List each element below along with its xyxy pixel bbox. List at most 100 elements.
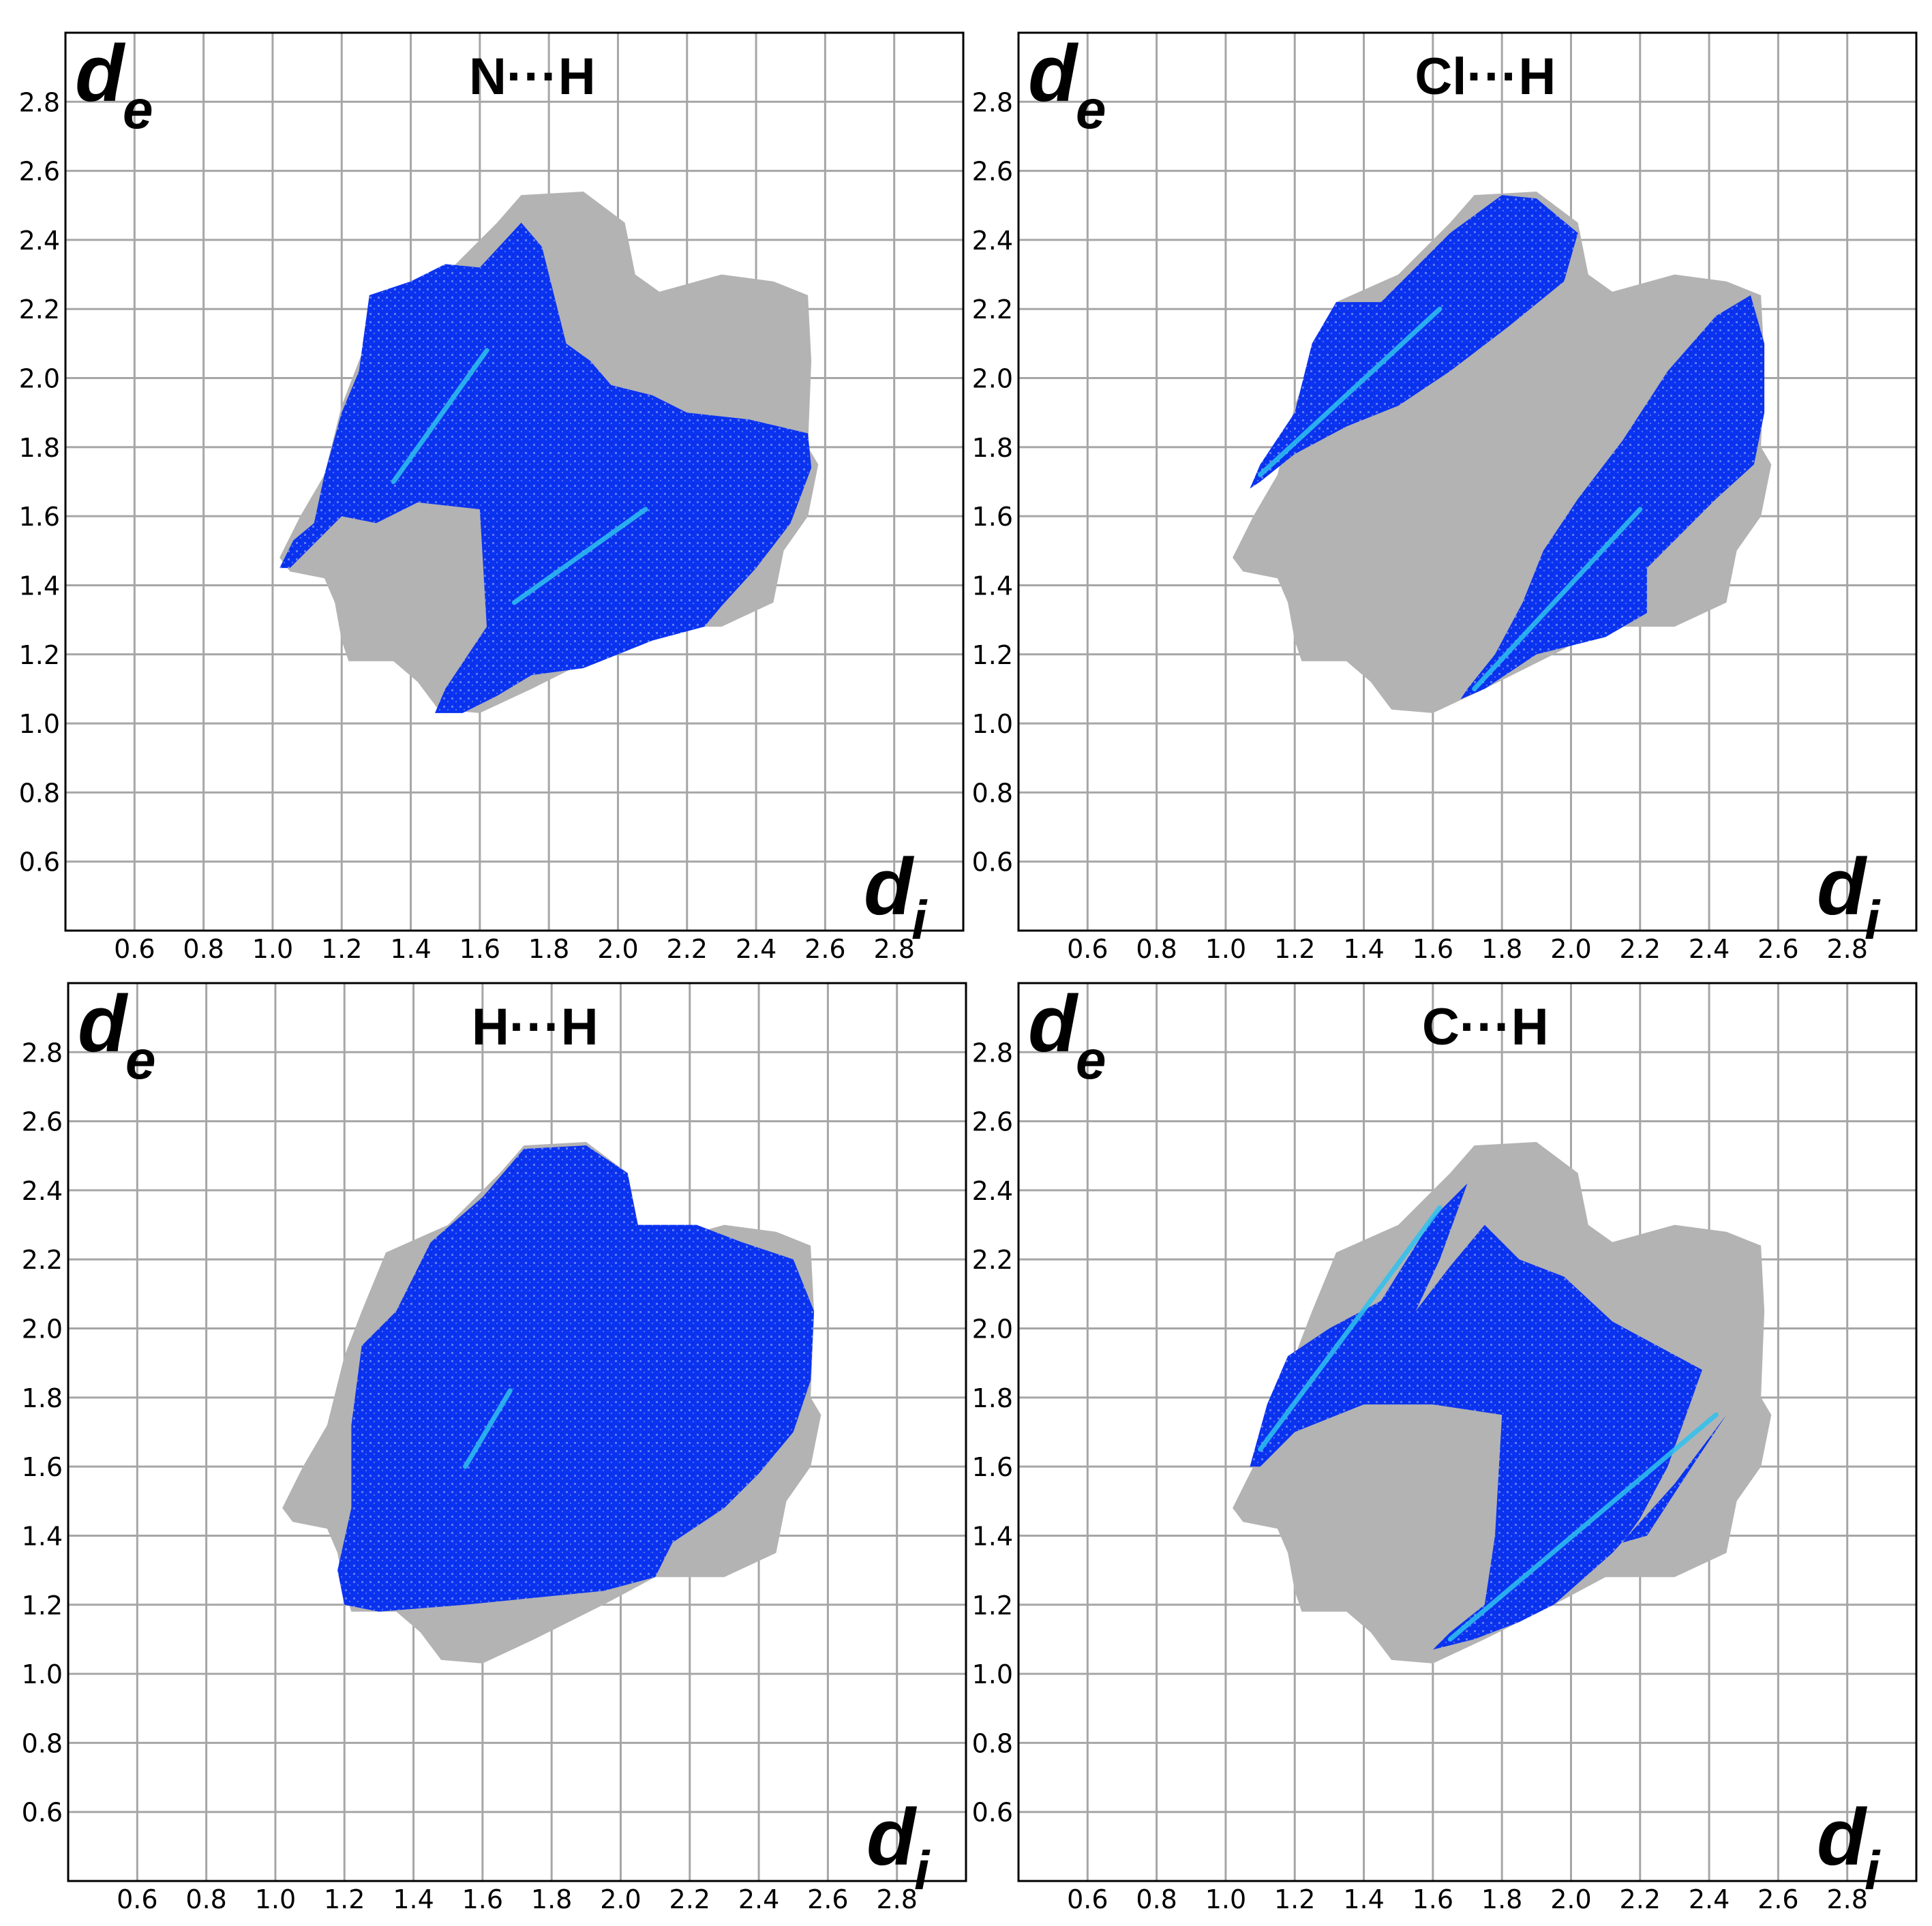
y-axis-label: d (1028, 29, 1079, 119)
x-tick-label: 0.6 (114, 934, 155, 964)
x-axis-label-subscript: i (1865, 890, 1881, 950)
x-tick-label: 0.8 (1136, 1884, 1177, 1914)
y-tick-label: 1.0 (19, 709, 60, 739)
x-tick-label: 1.4 (1343, 934, 1384, 964)
x-tick-label: 2.0 (1550, 934, 1591, 964)
x-tick-label: 0.6 (1067, 934, 1108, 964)
y-tick-label: 1.6 (972, 1452, 1013, 1482)
x-tick-label: 2.2 (1620, 1884, 1661, 1914)
y-axis-label-subscript: e (123, 79, 153, 140)
y-tick-label: 2.2 (22, 1245, 63, 1275)
x-tick-label: 1.2 (1274, 1884, 1315, 1914)
panel-title: N···H (469, 48, 596, 106)
x-tick-label: 1.6 (459, 934, 500, 964)
x-axis-label-subscript: i (1865, 1840, 1881, 1901)
x-tick-label: 1.4 (390, 934, 431, 964)
y-tick-label: 1.2 (972, 640, 1013, 670)
x-tick-label: 2.8 (873, 934, 914, 964)
x-tick-label: 2.4 (1689, 934, 1730, 964)
y-tick-label: 1.2 (22, 1591, 63, 1621)
y-tick-label: 2.0 (972, 364, 1013, 394)
x-tick-label: 1.8 (531, 1884, 572, 1914)
x-axis-label: d (1817, 1792, 1868, 1882)
x-tick-label: 0.8 (1136, 934, 1177, 964)
y-tick-label: 1.8 (22, 1383, 63, 1413)
y-tick-label: 1.4 (972, 571, 1013, 601)
x-tick-label: 1.2 (321, 934, 362, 964)
y-tick-label: 1.4 (19, 571, 60, 601)
y-tick-label: 2.4 (19, 226, 60, 256)
x-tick-label: 2.8 (1826, 1884, 1867, 1914)
plot-panel: 0.6 0.8 1.0 1.2 1.4 1.6 1.8 2.0 2.2 2.4 2.6 2.8 0.6 0… (22, 979, 967, 1914)
x-tick-label: 1.0 (1205, 934, 1246, 964)
x-tick-label: 0.8 (185, 1884, 226, 1914)
x-axis-label: d (866, 1792, 918, 1882)
x-tick-label: 2.2 (667, 934, 708, 964)
panel-title: C···H (1422, 998, 1549, 1056)
y-tick-label: 2.0 (22, 1314, 63, 1344)
x-tick-label: 0.8 (183, 934, 224, 964)
y-tick-label: 1.6 (22, 1452, 63, 1482)
x-tick-label: 2.2 (669, 1884, 710, 1914)
density-streak (512, 507, 648, 605)
y-tick-label: 2.6 (972, 157, 1013, 187)
x-tick-label: 1.6 (462, 1884, 503, 1914)
x-tick-label: 2.6 (804, 934, 845, 964)
x-tick-label: 1.2 (1274, 934, 1315, 964)
x-tick-label: 1.0 (252, 934, 293, 964)
y-tick-label: 1.8 (972, 1383, 1013, 1413)
contact-highlight-texture (1460, 295, 1765, 699)
y-tick-label: 2.4 (972, 226, 1013, 256)
panel-title: H···H (472, 998, 599, 1056)
x-tick-label: 0.6 (1067, 1884, 1108, 1914)
density-streak (1258, 306, 1443, 477)
y-tick-label: 1.8 (972, 433, 1013, 463)
x-tick-label: 1.4 (393, 1884, 434, 1914)
y-tick-label: 2.2 (972, 1245, 1013, 1275)
x-tick-label: 2.4 (1689, 1884, 1730, 1914)
y-tick-label: 1.4 (972, 1521, 1013, 1551)
y-tick-label: 1.0 (22, 1659, 63, 1689)
x-tick-label: 2.8 (876, 1884, 917, 1914)
y-tick-label: 1.2 (19, 640, 60, 670)
x-tick-label: 0.6 (117, 1884, 157, 1914)
x-tick-label: 1.0 (255, 1884, 296, 1914)
x-tick-label: 2.0 (1550, 1884, 1591, 1914)
y-tick-label: 1.0 (972, 1659, 1013, 1689)
y-axis-label-subscript: e (1076, 79, 1106, 140)
y-tick-label: 2.8 (22, 1038, 63, 1068)
y-tick-label: 1.4 (22, 1521, 63, 1551)
x-axis-label-subscript: i (914, 1840, 931, 1901)
y-tick-label: 0.8 (972, 1728, 1013, 1758)
x-tick-label: 2.6 (1757, 934, 1798, 964)
y-tick-label: 2.8 (19, 87, 60, 117)
y-axis-label: d (75, 29, 126, 119)
x-tick-label: 1.8 (528, 934, 569, 964)
density-streak (463, 1388, 513, 1469)
density-streak (1258, 1205, 1443, 1452)
y-tick-label: 1.2 (972, 1591, 1013, 1621)
y-tick-label: 0.6 (19, 847, 60, 877)
x-tick-label: 2.0 (597, 934, 638, 964)
x-tick-label: 1.8 (1481, 1884, 1522, 1914)
plot-panel: 0.6 0.8 1.0 1.2 1.4 1.6 1.8 2.0 2.2 2.4 2.6 2.8 0.6 0… (972, 29, 1918, 964)
plot-panel: 0.6 0.8 1.0 1.2 1.4 1.6 1.8 2.0 2.2 2.4 2.6 2.8 0.6 0… (972, 979, 1918, 1914)
x-tick-label: 1.6 (1413, 1884, 1453, 1914)
x-tick-label: 2.4 (738, 1884, 779, 1914)
y-axis-label-subscript: e (1076, 1029, 1106, 1090)
contact-highlight-texture (1250, 195, 1578, 489)
x-tick-label: 1.4 (1343, 1884, 1384, 1914)
x-axis-label-subscript: i (911, 890, 928, 950)
y-tick-label: 2.4 (22, 1176, 63, 1206)
y-tick-label: 0.6 (972, 847, 1013, 877)
x-axis-label: d (1817, 842, 1868, 932)
x-tick-label: 2.6 (1757, 1884, 1798, 1914)
y-tick-label: 2.2 (972, 295, 1013, 325)
x-tick-label: 2.0 (600, 1884, 641, 1914)
contact-highlight-texture (337, 1145, 815, 1612)
y-tick-label: 2.8 (972, 87, 1013, 117)
density-streak (391, 348, 489, 484)
y-tick-label: 0.6 (22, 1798, 63, 1828)
y-tick-label: 2.8 (972, 1038, 1013, 1068)
